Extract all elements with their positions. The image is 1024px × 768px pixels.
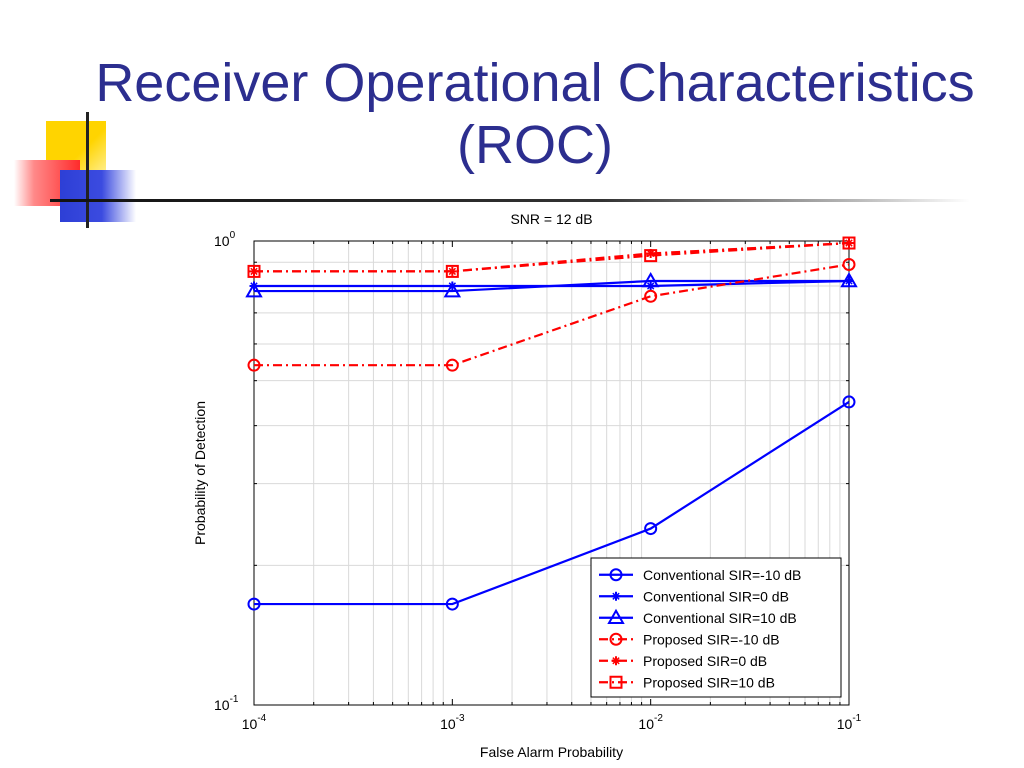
slide-title: Receiver Operational Characteristics (RO… [60,52,1010,176]
title-underline [50,199,970,202]
series-line-3 [254,263,850,367]
legend-item-1: Conventional SIR=0 dB [599,588,789,604]
decor-vertical-line [86,112,89,228]
series-3 [247,257,856,372]
plot-frame [253,240,850,706]
data-point-2-2 [641,271,660,288]
legend-marker-1 [611,591,621,601]
roc-chart: 10-4 10-3 10-2 10-1 10-1 100 SNR = 12 dB Fals… [192,211,862,760]
legend-label-5: Proposed SIR=10 dB [643,674,775,690]
legend-label-3: Proposed SIR=-10 dB [643,631,780,647]
data-point-3-2 [644,289,658,303]
y-axis-label: Probability of Detection [192,401,208,545]
legend-box [590,557,842,698]
series-5 [247,236,856,278]
data-point-0-0 [247,597,261,611]
data-point-5-0 [247,264,261,278]
grid [254,241,849,705]
data-point-5-2 [644,249,658,263]
data-point-3-3 [842,257,856,271]
data-point-5-3 [842,236,856,250]
x-tick-label-0: 10-4 [242,713,267,732]
legend-label-2: Conventional SIR=10 dB [643,610,797,626]
series-group [245,236,858,611]
legend-marker-5 [609,675,623,689]
x-tick-label-1: 10-3 [440,713,465,732]
series-0 [247,395,856,611]
data-point-2-1 [443,282,462,298]
legend-label-4: Proposed SIR=0 dB [643,653,767,669]
legend: Conventional SIR=-10 dB Conventional SIR=… [590,557,842,698]
slide-title-line-2: (ROC) [457,115,613,175]
legend-item-3: Proposed SIR=-10 dB [599,631,780,647]
chart-title: SNR = 12 dB [510,211,592,227]
x-tick-label-2: 10-2 [638,713,663,732]
x-axis-label: False Alarm Probability [480,744,623,760]
data-point-0-2 [644,522,658,536]
legend-item-5: Proposed SIR=10 dB [599,674,775,690]
ticks: 10-4 10-3 10-2 10-1 10-1 100 [214,230,862,732]
data-point-2-3 [840,271,858,288]
data-point-2-0 [245,282,263,298]
data-point-5-1 [445,264,459,278]
legend-marker-3 [609,632,623,646]
x-tick-label-3: 10-1 [837,713,862,732]
y-tick-label-1: 100 [214,230,236,249]
legend-item-4: Proposed SIR=0 dB [599,653,767,669]
y-tick-label-0: 10-1 [214,694,239,713]
series-line-0 [254,400,850,606]
data-point-0-1 [445,597,459,611]
legend-marker-0 [609,568,623,582]
legend-item-0: Conventional SIR=-10 dB [599,567,801,583]
legend-label-1: Conventional SIR=0 dB [643,588,789,604]
legend-marker-2 [607,608,625,624]
legend-item-2: Conventional SIR=10 dB [599,608,797,626]
legend-label-0: Conventional SIR=-10 dB [643,567,801,583]
data-point-3-1 [445,358,459,372]
series-line-5 [254,241,850,273]
decor-blue-square [60,170,136,222]
legend-marker-4 [611,656,621,666]
data-point-3-0 [247,358,261,372]
slide-title-line-1: Receiver Operational Characteristics [95,53,975,113]
data-point-0-3 [842,395,856,409]
